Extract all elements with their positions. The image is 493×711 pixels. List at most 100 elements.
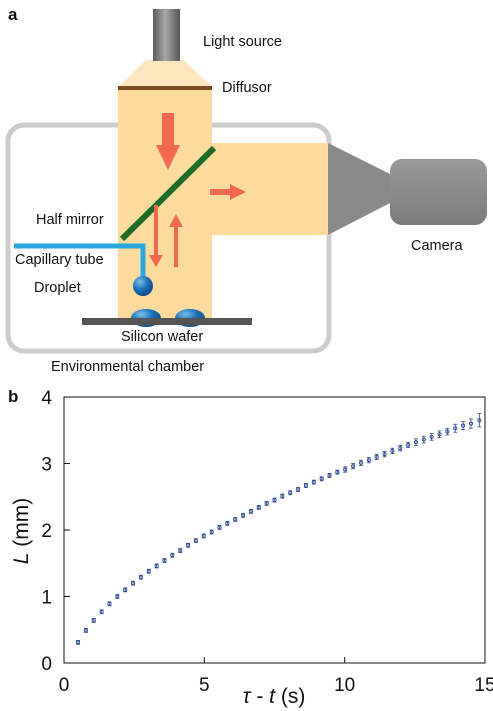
data-point (83, 628, 88, 633)
data-point (123, 587, 128, 593)
marker (461, 423, 466, 428)
data-point (461, 421, 466, 430)
data-point (477, 413, 482, 428)
marker (406, 442, 411, 447)
data-point (178, 548, 183, 554)
x-axis-label: τ - t (s) (243, 685, 306, 708)
arrow-right (210, 184, 246, 200)
arrow-down-small (149, 205, 163, 267)
marker (170, 553, 175, 558)
marker (162, 558, 167, 563)
data-point (453, 423, 458, 433)
y-tick-label: 0 (41, 654, 52, 675)
data-point (217, 524, 222, 530)
data-point (99, 609, 104, 615)
marker (413, 440, 419, 445)
marker (437, 432, 442, 437)
marker (217, 525, 222, 530)
y-tick-label: 3 (41, 455, 52, 476)
y-tick-labels: 0 1 2 3 4 (41, 388, 52, 675)
marker (382, 452, 387, 457)
panel-a-schematic: a Light source (5, 5, 487, 375)
label-capillary-tube: Capillary tube (15, 252, 104, 268)
pendant-droplet (133, 276, 153, 296)
marker (186, 543, 191, 548)
panel-b-chart: b 0 1 2 3 4 0 5 10 15 L (mm) τ - t (s) (8, 387, 493, 708)
marker (209, 529, 214, 535)
marker (115, 594, 120, 599)
marker (319, 476, 324, 481)
data-point (225, 520, 230, 526)
data-point (107, 601, 112, 607)
label-camera: Camera (411, 238, 464, 254)
data-point (390, 447, 395, 454)
data-point (248, 508, 253, 514)
data-point (264, 501, 269, 506)
data-point (311, 479, 316, 485)
data-point (319, 476, 324, 482)
marker (248, 509, 253, 514)
marker (225, 521, 230, 526)
marker (233, 517, 238, 522)
data-point (335, 469, 340, 475)
marker (445, 429, 450, 434)
data-point (75, 639, 81, 645)
x-axis-label-unit: (s) (275, 685, 305, 708)
x-tick-marks (63, 657, 486, 663)
marker (99, 609, 104, 614)
marker (154, 563, 159, 568)
data-point (91, 618, 96, 623)
marker (327, 473, 332, 478)
data-point (382, 451, 387, 458)
data-point (468, 418, 474, 429)
y-tick-marks (64, 396, 70, 664)
marker (296, 487, 301, 492)
data-point (186, 542, 191, 548)
label-silicon-wafer: Silicon wafer (121, 329, 203, 345)
plot-frame (63, 396, 486, 664)
marker (390, 448, 395, 453)
marker (178, 548, 183, 553)
y-axis-label-var: L (10, 553, 33, 565)
x-tick-label: 0 (59, 675, 70, 696)
data-point (351, 463, 356, 470)
light-arrows (149, 113, 246, 267)
capillary-tube (14, 243, 146, 276)
x-tick-label: 10 (334, 675, 355, 696)
y-axis-label-unit: (mm) (10, 498, 33, 553)
marker (146, 569, 151, 574)
data-point (366, 457, 371, 464)
x-tick-label: 15 (474, 675, 493, 696)
data-point (201, 533, 206, 539)
data-point (437, 430, 442, 438)
y-axis-label: L (mm) (10, 498, 33, 565)
data-point (343, 466, 348, 473)
data-point (303, 483, 308, 488)
marker (311, 480, 316, 485)
marker (351, 464, 356, 469)
data-point (138, 574, 143, 580)
label-light-source: Light source (203, 34, 282, 50)
arrow-up-small (169, 214, 183, 267)
data-point (115, 594, 120, 599)
data-point (272, 497, 277, 503)
data-point (421, 435, 426, 444)
data-point (146, 568, 151, 574)
data-point (209, 529, 214, 535)
panel-b-letter: b (8, 387, 18, 406)
data-point (429, 433, 434, 441)
x-tick-label: 5 (199, 675, 210, 696)
marker (130, 581, 136, 586)
arrow-down (156, 113, 180, 170)
marker (335, 470, 340, 475)
y-tick-label: 1 (41, 588, 52, 609)
marker (421, 437, 426, 442)
panel-a-letter: a (8, 5, 18, 24)
marker (256, 505, 261, 510)
label-droplet: Droplet (34, 280, 81, 296)
data-point (406, 441, 411, 448)
marker (264, 501, 269, 506)
data-points (75, 413, 482, 645)
marker (288, 490, 293, 495)
